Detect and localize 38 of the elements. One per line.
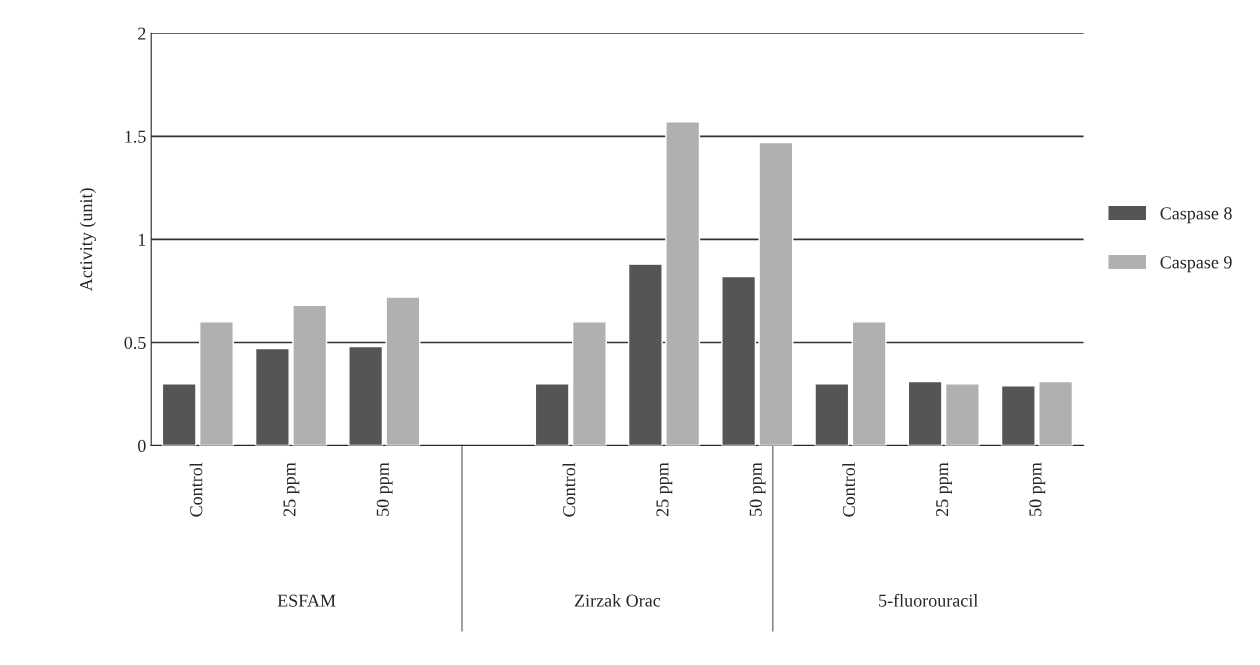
- x-tick-label: 25 ppm: [936, 462, 952, 517]
- bar: [665, 121, 701, 446]
- bar: [292, 304, 328, 446]
- bar: [721, 275, 757, 446]
- y-tick-label: 0.5: [124, 336, 146, 349]
- bar: [385, 296, 421, 446]
- x-tick-label: 25 ppm: [656, 462, 673, 517]
- x-tick-label: 25 ppm: [283, 462, 300, 517]
- bar: [758, 141, 794, 446]
- bar: [198, 321, 234, 446]
- y-tick-label: 1.5: [125, 130, 146, 143]
- bar: [627, 263, 663, 446]
- legend-label: Caspase 8: [1160, 207, 1232, 224]
- legend-label: Caspase 9: [1160, 256, 1232, 273]
- x-tick-label: Control: [842, 462, 856, 517]
- x-tick-label: 50 ppm: [1029, 462, 1046, 516]
- x-tick-label: Control: [562, 462, 576, 517]
- x-tick-label: 50 ppm: [376, 462, 393, 516]
- text: ESFAM: [277, 594, 336, 607]
- y-axis-title: Activity (unit): [79, 188, 96, 292]
- bar: [161, 383, 197, 446]
- bar: [944, 383, 980, 446]
- y-tick-label: 2: [138, 27, 146, 40]
- x-tick-label: Control: [189, 462, 203, 517]
- bar: [851, 321, 887, 446]
- bar: [1000, 385, 1036, 446]
- y-tick-label: 1: [138, 233, 146, 246]
- bar: [814, 383, 850, 446]
- bar: [571, 321, 607, 446]
- bar: [1038, 380, 1074, 446]
- y-tick-label: 0: [138, 439, 146, 452]
- text: Zirzak Orac: [574, 594, 661, 607]
- bar: [534, 383, 570, 446]
- bar: [907, 380, 943, 446]
- text: 5-fluorouracil: [879, 593, 978, 607]
- bar: [348, 345, 384, 446]
- bar: [254, 347, 290, 446]
- x-tick-label: 50 ppm: [749, 462, 766, 516]
